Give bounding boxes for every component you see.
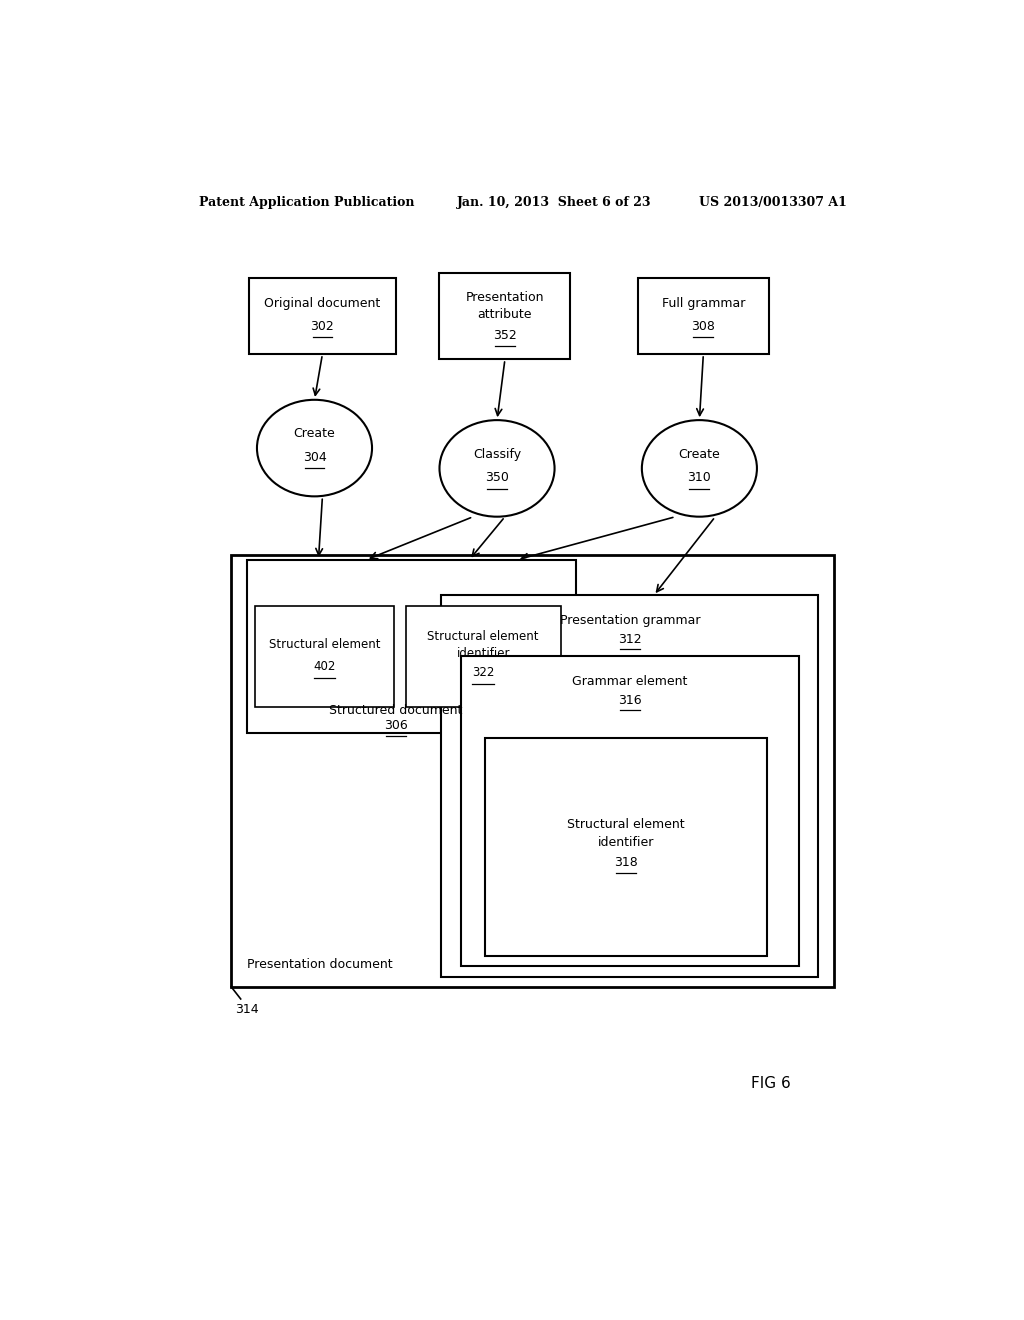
Text: Presentation: Presentation — [466, 292, 544, 304]
Text: 304: 304 — [303, 450, 327, 463]
Text: 302: 302 — [310, 319, 334, 333]
Text: Classify: Classify — [473, 447, 521, 461]
Text: Create: Create — [294, 428, 336, 441]
Text: Presentation grammar: Presentation grammar — [560, 614, 700, 627]
Text: 308: 308 — [691, 319, 716, 333]
Text: Structural element: Structural element — [567, 818, 685, 832]
Text: attribute: attribute — [478, 309, 532, 322]
Text: identifier: identifier — [598, 837, 654, 850]
Text: Patent Application Publication: Patent Application Publication — [200, 195, 415, 209]
Text: Structural element: Structural element — [268, 638, 380, 651]
Bar — [406, 606, 560, 708]
Text: Structured document: Structured document — [329, 704, 463, 717]
Bar — [441, 595, 818, 977]
Bar — [247, 560, 577, 733]
Ellipse shape — [439, 420, 555, 516]
Text: 318: 318 — [614, 855, 638, 869]
Text: Grammar element: Grammar element — [572, 676, 688, 688]
Text: US 2013/0013307 A1: US 2013/0013307 A1 — [699, 195, 847, 209]
Bar — [231, 554, 835, 987]
Text: 402: 402 — [313, 660, 336, 673]
Bar — [461, 656, 799, 966]
Text: 314: 314 — [236, 1003, 259, 1015]
Text: identifier: identifier — [457, 647, 510, 660]
Ellipse shape — [257, 400, 372, 496]
Bar — [249, 277, 396, 354]
Text: FIG 6: FIG 6 — [751, 1076, 791, 1090]
Text: Original document: Original document — [264, 297, 381, 310]
Bar — [638, 277, 769, 354]
Text: Create: Create — [679, 447, 720, 461]
Ellipse shape — [642, 420, 757, 516]
Text: Full grammar: Full grammar — [662, 297, 745, 310]
Text: 352: 352 — [494, 329, 517, 342]
Text: 316: 316 — [618, 693, 642, 706]
Text: 306: 306 — [384, 719, 408, 733]
Bar — [485, 738, 767, 956]
Bar — [255, 606, 394, 708]
Text: Structural element: Structural element — [427, 630, 539, 643]
Text: Presentation document: Presentation document — [247, 958, 392, 972]
Text: Jan. 10, 2013  Sheet 6 of 23: Jan. 10, 2013 Sheet 6 of 23 — [458, 195, 652, 209]
Text: 312: 312 — [618, 632, 642, 645]
Text: 322: 322 — [472, 667, 495, 680]
Bar — [439, 273, 570, 359]
Text: 310: 310 — [687, 471, 712, 484]
Text: 350: 350 — [485, 471, 509, 484]
